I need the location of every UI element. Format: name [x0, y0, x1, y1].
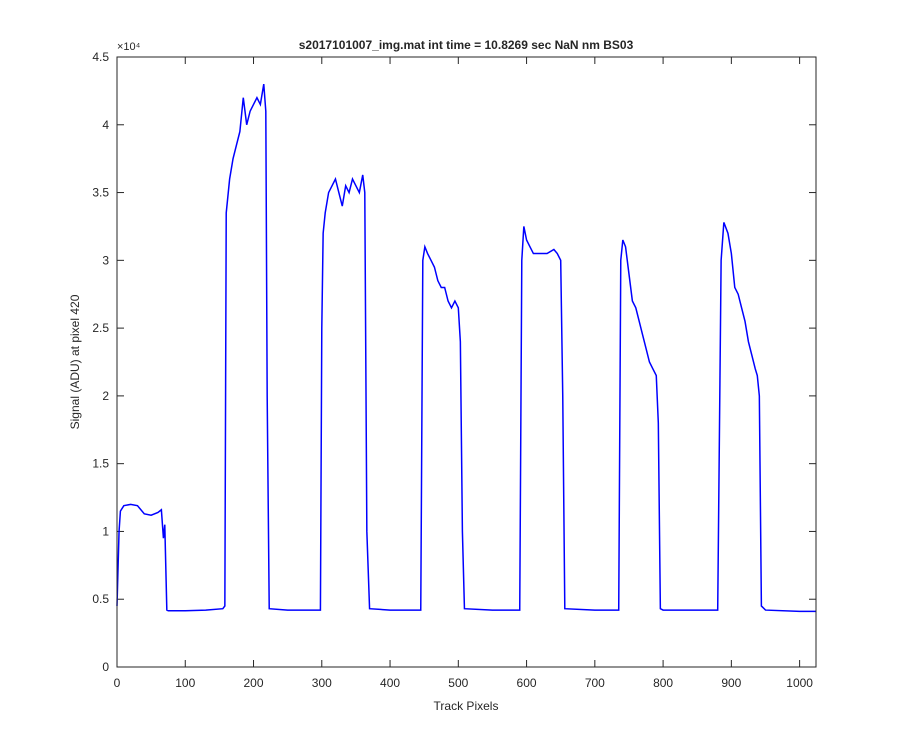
- x-tick-label: 500: [448, 676, 468, 690]
- y-axis-label: Signal (ADU) at pixel 420: [68, 294, 82, 429]
- y-tick-label: 2: [102, 389, 109, 403]
- x-tick-label: 800: [653, 676, 673, 690]
- x-tick-label: 1000: [786, 676, 813, 690]
- x-tick-label: 400: [380, 676, 400, 690]
- x-tick-label: 600: [517, 676, 537, 690]
- x-tick-label: 700: [585, 676, 605, 690]
- x-tick-label: 100: [175, 676, 195, 690]
- chart-title: s2017101007_img.mat int time = 10.8269 s…: [299, 38, 634, 52]
- y-tick-label: 3.5: [92, 186, 109, 200]
- y-tick-label: 0.5: [92, 592, 109, 606]
- y-exponent: ×10⁴: [117, 41, 141, 53]
- x-tick-label: 300: [312, 676, 332, 690]
- y-tick-label: 1.5: [92, 457, 109, 471]
- y-tick-label: 2.5: [92, 321, 109, 335]
- x-axis-label: Track Pixels: [434, 699, 499, 713]
- y-tick-label: 3: [102, 253, 109, 267]
- y-tick-label: 4: [102, 118, 109, 132]
- y-tick-label: 4.5: [92, 50, 109, 64]
- plot-area: [117, 57, 816, 667]
- x-tick-label: 0: [114, 676, 121, 690]
- data-line: [116, 83, 816, 613]
- y-tick-label: 0: [102, 660, 109, 674]
- axes-box: [116, 56, 817, 668]
- x-tick-label: 200: [244, 676, 264, 690]
- x-tick-label: 900: [721, 676, 741, 690]
- y-tick-label: 1: [102, 524, 109, 538]
